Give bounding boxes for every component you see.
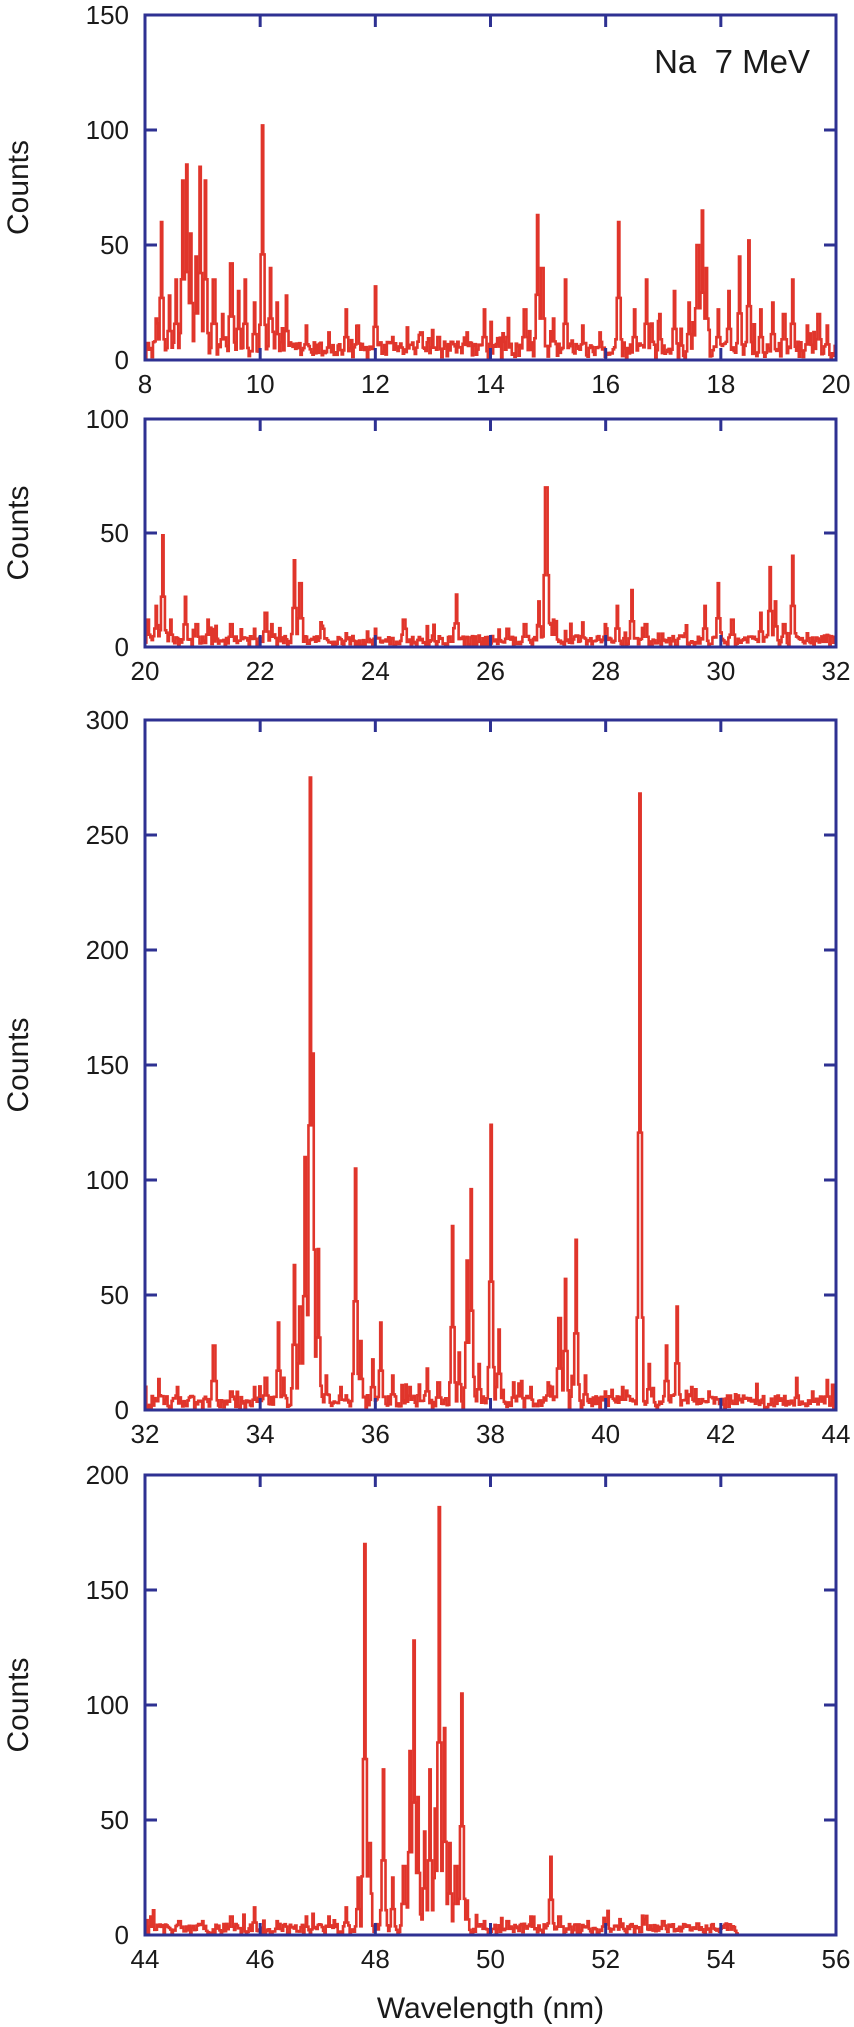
x-tick-label: 48 bbox=[361, 1944, 390, 1974]
chart-panel-1: 8 10 12 14 16 18 20 0 50 100 150 Counts Na 7 MeV bbox=[2, 0, 850, 399]
chart-panel-4: 44 46 48 50 52 54 56 0 50 100 150 200 Counts Waveleng… bbox=[2, 1460, 850, 2025]
x-tick-label: 54 bbox=[706, 1944, 735, 1974]
y-tick-label: 250 bbox=[86, 820, 129, 850]
y-tick-label: 200 bbox=[86, 1460, 129, 1490]
x-tick-label: 20 bbox=[131, 656, 160, 686]
y-tick-label: 100 bbox=[86, 1165, 129, 1195]
x-tick-label: 24 bbox=[361, 656, 390, 686]
spectrum-series-3 bbox=[145, 776, 838, 1410]
y-tick-label: 50 bbox=[100, 230, 129, 260]
x-tick-label: 30 bbox=[706, 656, 735, 686]
y-tick-label: 0 bbox=[115, 1920, 129, 1950]
y-tick-label: 50 bbox=[100, 518, 129, 548]
y-tick-label: 0 bbox=[115, 1395, 129, 1425]
y-axis-label: Counts bbox=[2, 140, 35, 235]
y-tick-label: 200 bbox=[86, 935, 129, 965]
x-tick-label: 32 bbox=[822, 656, 851, 686]
x-tick-label: 28 bbox=[591, 656, 620, 686]
chart-panel-2: 20 22 24 26 28 30 32 0 50 100 Counts bbox=[2, 404, 850, 686]
y-axis-label: Counts bbox=[2, 485, 35, 580]
x-tick-label: 16 bbox=[591, 369, 620, 399]
y-tick-label: 0 bbox=[115, 345, 129, 375]
y-tick-label: 150 bbox=[86, 1575, 129, 1605]
x-tick-label: 20 bbox=[822, 369, 851, 399]
plot-frame bbox=[143, 718, 838, 1412]
x-tick-label: 10 bbox=[246, 369, 275, 399]
x-tick-label: 34 bbox=[246, 1419, 275, 1449]
plot-frame bbox=[143, 1473, 838, 1937]
chart-panel-3: 32 34 36 38 40 42 44 0 50 100 150 200 250 300 Counts bbox=[2, 705, 850, 1449]
x-tick-label: 46 bbox=[246, 1944, 275, 1974]
x-tick-label: 32 bbox=[131, 1419, 160, 1449]
spectrum-series-2 bbox=[145, 486, 838, 647]
x-tick-label: 44 bbox=[822, 1419, 851, 1449]
x-tick-label: 38 bbox=[476, 1419, 505, 1449]
x-tick-label: 22 bbox=[246, 656, 275, 686]
spectrum-series-1 bbox=[145, 124, 838, 360]
y-tick-label: 100 bbox=[86, 1690, 129, 1720]
chart-annotation: Na 7 MeV bbox=[654, 43, 810, 80]
x-tick-label: 18 bbox=[706, 369, 735, 399]
y-tick-label: 100 bbox=[86, 115, 129, 145]
x-tick-label: 40 bbox=[591, 1419, 620, 1449]
spectrum-series-4 bbox=[145, 1505, 740, 1936]
x-tick-label: 44 bbox=[131, 1944, 160, 1974]
x-tick-label: 52 bbox=[591, 1944, 620, 1974]
x-tick-label: 14 bbox=[476, 369, 505, 399]
y-tick-label: 150 bbox=[86, 1050, 129, 1080]
x-tick-label: 26 bbox=[476, 656, 505, 686]
y-tick-label: 150 bbox=[86, 0, 129, 30]
y-tick-label: 300 bbox=[86, 705, 129, 735]
x-tick-label: 12 bbox=[361, 369, 390, 399]
x-axis-label: Wavelength (nm) bbox=[377, 1992, 604, 2025]
y-tick-label: 0 bbox=[115, 632, 129, 662]
x-tick-label: 36 bbox=[361, 1419, 390, 1449]
x-tick-label: 56 bbox=[822, 1944, 851, 1974]
y-axis-label: Counts bbox=[2, 1657, 35, 1752]
x-tick-label: 42 bbox=[706, 1419, 735, 1449]
y-axis-label: Counts bbox=[2, 1017, 35, 1112]
y-tick-label: 50 bbox=[100, 1805, 129, 1835]
y-tick-label: 100 bbox=[86, 404, 129, 434]
x-tick-label: 8 bbox=[138, 369, 152, 399]
y-tick-label: 50 bbox=[100, 1280, 129, 1310]
plot-frame bbox=[143, 417, 838, 649]
x-tick-label: 50 bbox=[476, 1944, 505, 1974]
